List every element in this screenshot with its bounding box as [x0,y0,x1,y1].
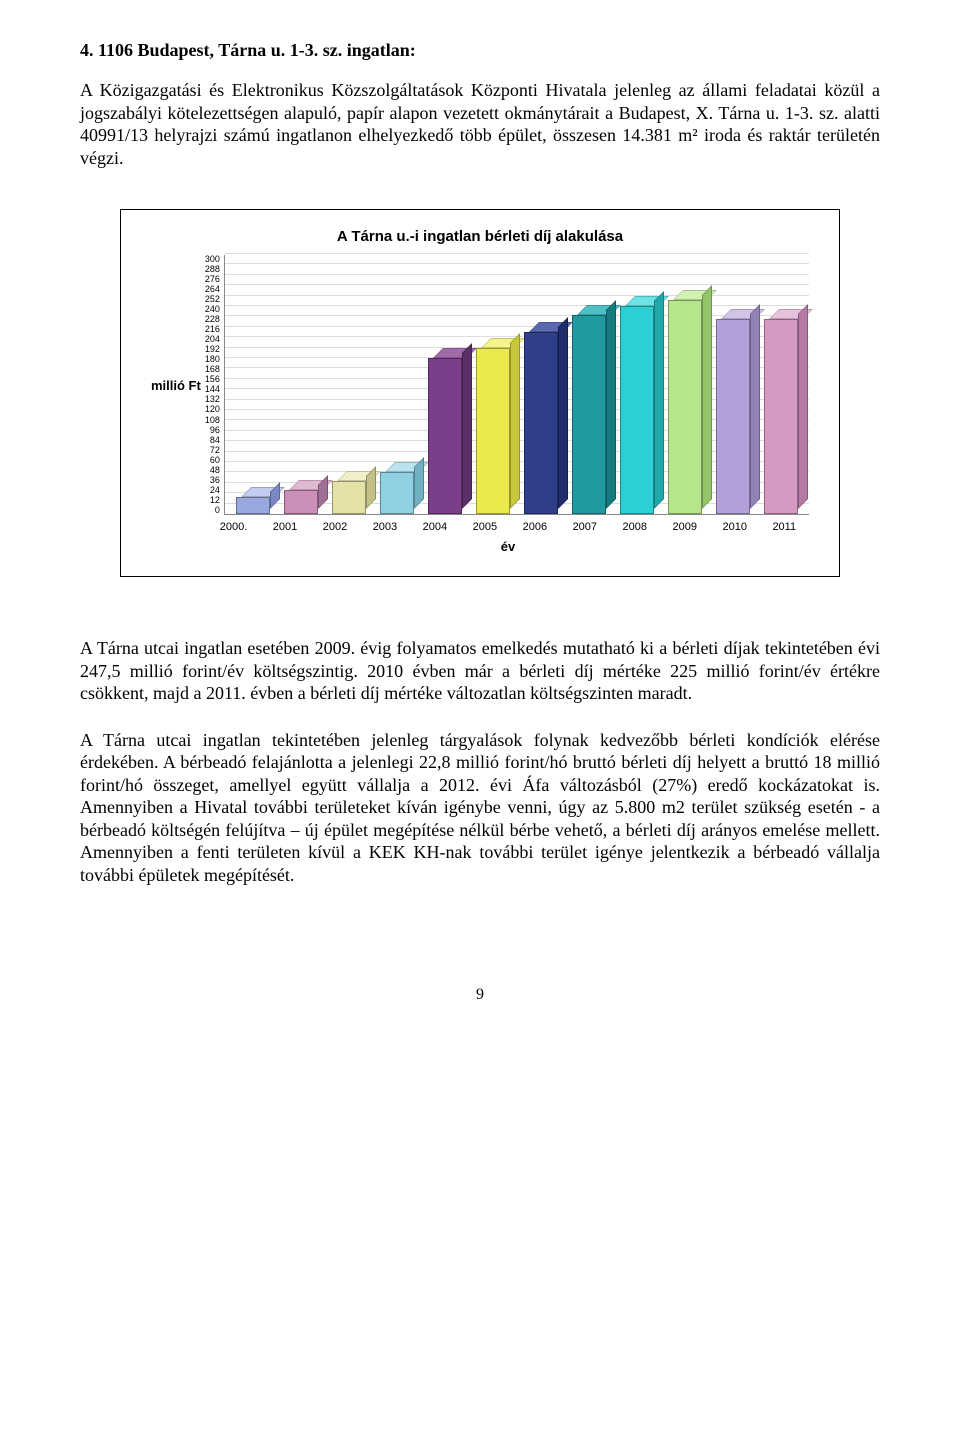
x-tick: 2009 [673,521,697,533]
bar-front [716,319,750,514]
x-tick: 2010 [722,521,746,533]
page-number: 9 [80,986,880,1004]
y-tick: 84 [205,436,220,445]
y-tick: 60 [205,456,220,465]
y-tick: 132 [205,395,220,404]
chart-bar [764,319,798,514]
y-tick: 120 [205,405,220,414]
paragraph-3: A Tárna utcai ingatlan tekintetében jele… [80,729,880,887]
y-tick: 72 [205,446,220,455]
y-tick: 36 [205,476,220,485]
chart-bar [428,358,462,514]
bar-front [572,315,606,514]
chart-bar [236,497,270,514]
y-tick: 240 [205,305,220,314]
y-tick: 264 [205,285,220,294]
bar-side [750,304,760,509]
paragraph-2: A Tárna utcai ingatlan esetében 2009. év… [80,637,880,705]
chart-container: A Tárna u.-i ingatlan bérleti díj alakul… [120,209,840,577]
bar-side [702,285,712,509]
y-tick: 180 [205,355,220,364]
chart-bar [716,319,750,514]
chart-bar [572,315,606,514]
x-tick: 2008 [623,521,647,533]
bar-front [476,348,510,514]
bar-front [332,481,366,514]
section-heading: 4. 1106 Budapest, Tárna u. 1-3. sz. inga… [80,40,880,61]
x-axis-label: év [207,539,809,554]
y-tick: 192 [205,345,220,354]
y-tick: 276 [205,275,220,284]
y-tick: 0 [205,506,220,515]
bar-side [270,482,280,509]
chart-bar [620,306,654,514]
bar-front [620,306,654,514]
intro-paragraph: A Közigazgatási és Elektronikus Közszolg… [80,79,880,169]
chart-plot-area [224,255,809,515]
x-tick: 2011 [772,521,796,533]
chart-bar [332,481,366,514]
bar-front [284,490,318,514]
x-tick: 2001 [273,521,297,533]
y-tick: 144 [205,385,220,394]
y-tick: 108 [205,416,220,425]
x-tick: 2003 [373,521,397,533]
y-tick: 12 [205,496,220,505]
bar-side [414,457,424,509]
bar-front [764,319,798,514]
y-tick: 216 [205,325,220,334]
x-tick: 2000. [220,521,248,533]
y-tick: 288 [205,265,220,274]
x-axis-ticks: 2000. 2001 2002 2003 2004 2005 2006 2007 2008 200… [207,521,809,533]
y-tick: 228 [205,315,220,324]
y-tick: 252 [205,295,220,304]
bar-front [668,300,702,514]
bar-side [798,304,808,509]
bar-front [236,497,270,514]
x-tick: 2002 [323,521,347,533]
y-tick: 96 [205,426,220,435]
bar-side [510,333,520,509]
chart-bar [668,300,702,514]
y-tick: 300 [205,255,220,264]
bar-front [380,472,414,514]
chart-bar [524,332,558,514]
bar-side [558,317,568,509]
grid-line [225,253,809,254]
bar-side [606,300,616,509]
chart-plot-wrap: millió Ft 300288276264252240228216204192… [151,255,809,515]
y-tick: 48 [205,466,220,475]
y-axis-ticks: 3002882762642522402282162041921801681561… [205,255,220,515]
x-tick: 2005 [473,521,497,533]
chart-title: A Tárna u.-i ingatlan bérleti díj alakul… [151,228,809,245]
bar-front [428,358,462,514]
bar-side [462,343,472,509]
bar-side [654,291,664,509]
chart-bars [229,255,805,514]
x-tick: 2004 [423,521,447,533]
chart-bar [284,490,318,514]
chart-bar [380,472,414,514]
y-tick: 204 [205,335,220,344]
bar-front [524,332,558,514]
chart-bar [476,348,510,514]
y-tick: 168 [205,365,220,374]
y-tick: 24 [205,486,220,495]
x-tick: 2006 [523,521,547,533]
x-tick: 2007 [573,521,597,533]
y-axis-label: millió Ft [151,378,201,393]
y-tick: 156 [205,375,220,384]
